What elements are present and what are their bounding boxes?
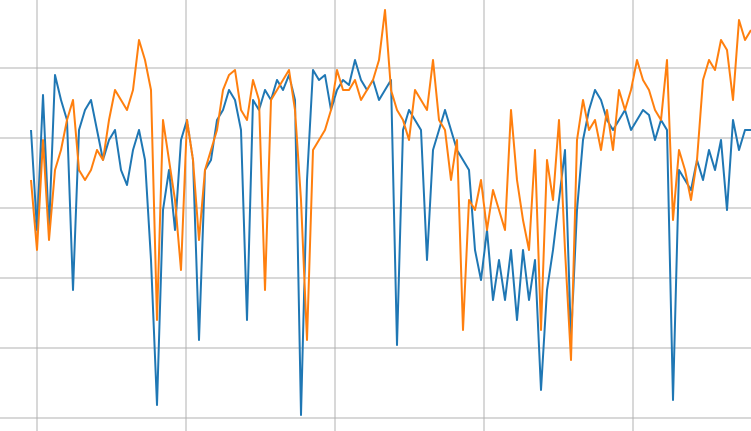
line-series [30,9,751,361]
line-series [30,59,751,416]
